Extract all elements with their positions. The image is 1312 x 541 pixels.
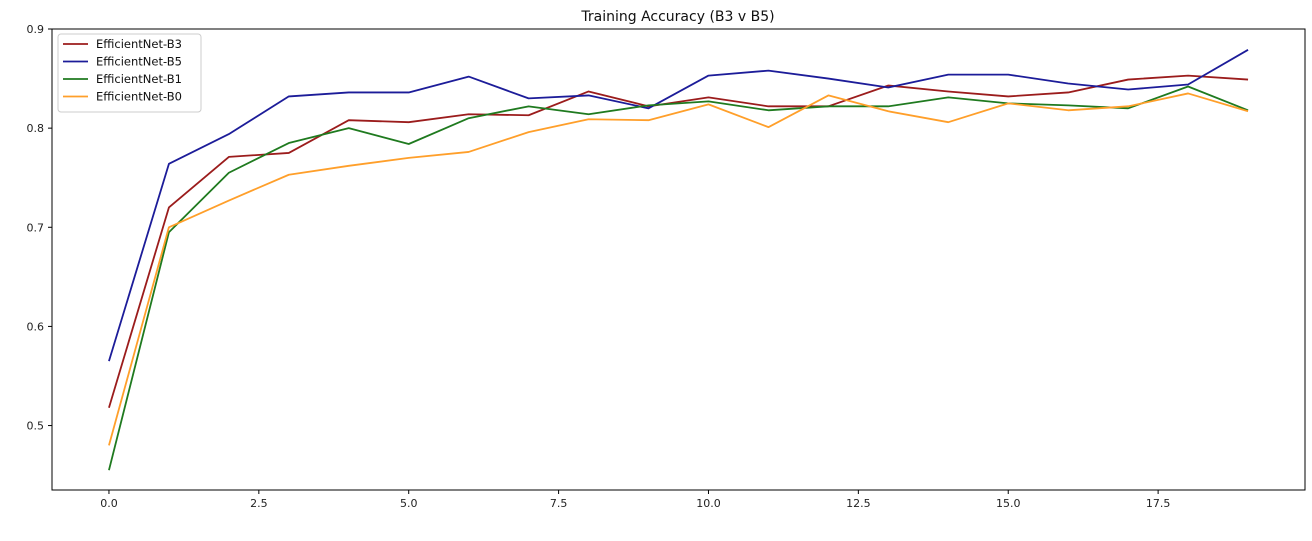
series-line-efficientnet-b1 (108, 85, 1249, 471)
x-tick-label: 12.5 (846, 497, 871, 510)
x-tick-label: 5.0 (400, 497, 418, 510)
series-line-efficientnet-b5 (108, 49, 1249, 362)
y-tick-label: 0.8 (27, 122, 45, 135)
y-axis-ticks: 0.5 0.6 0.7 0.8 0.9 (27, 23, 52, 433)
y-tick-label: 0.6 (27, 320, 45, 333)
y-tick-label: 0.9 (27, 23, 45, 36)
plot-frame (51, 28, 1306, 491)
legend-label-efficientnet-b1: EfficientNet-B1 (96, 72, 182, 86)
legend-label-efficientnet-b3: EfficientNet-B3 (96, 37, 182, 51)
legend-label-efficientnet-b5: EfficientNet-B5 (96, 55, 182, 69)
x-tick-label: 10.0 (696, 497, 721, 510)
y-tick-label: 0.5 (27, 420, 45, 433)
chart-title: Training Accuracy (B3 v B5) (580, 9, 774, 25)
x-tick-label: 7.5 (550, 497, 568, 510)
series-layer (108, 49, 1249, 471)
x-tick-label: 0.0 (100, 497, 118, 510)
x-tick-label: 15.0 (996, 497, 1021, 510)
legend-label-efficientnet-b0: EfficientNet-B0 (96, 90, 182, 104)
y-tick-label: 0.7 (27, 221, 45, 234)
x-axis-ticks: 0.0 2.5 5.0 7.5 10.0 12.5 15.0 17.5 (100, 490, 1170, 510)
legend: EfficientNet-B3 EfficientNet-B5 EfficientN… (57, 33, 202, 113)
series-line-efficientnet-b0 (108, 92, 1249, 446)
x-tick-label: 2.5 (250, 497, 268, 510)
x-tick-label: 17.5 (1146, 497, 1171, 510)
legend-box (57, 33, 202, 113)
plot-background (52, 29, 1305, 490)
series-line-efficientnet-b3 (108, 74, 1249, 408)
